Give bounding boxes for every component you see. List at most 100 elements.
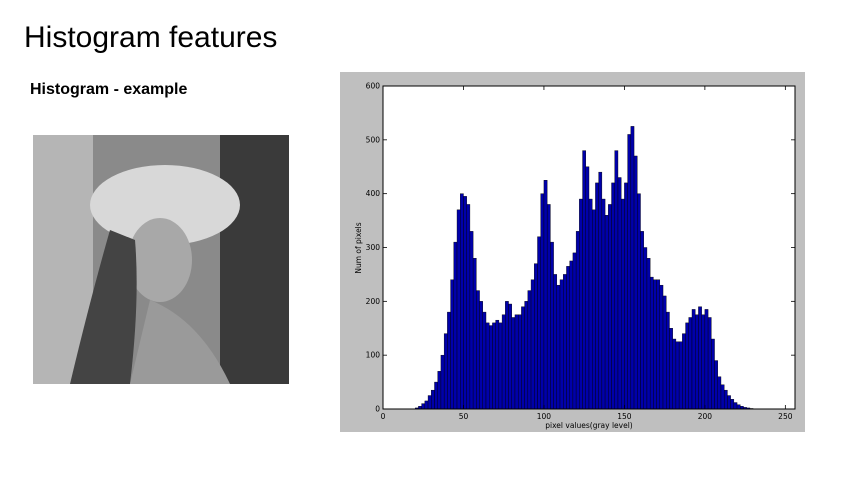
- y-axis-label: Num of pixels: [354, 222, 363, 273]
- bar: [595, 182, 599, 410]
- bar: [672, 338, 677, 410]
- x-tick-label: 50: [459, 412, 469, 421]
- bar: [563, 274, 567, 410]
- y-tick-label: 300: [366, 243, 381, 252]
- bar: [695, 314, 699, 410]
- bar: [592, 209, 596, 410]
- bar: [579, 198, 583, 410]
- bar: [682, 333, 686, 410]
- bar: [437, 371, 442, 410]
- bar: [505, 301, 509, 410]
- bar: [508, 303, 512, 410]
- bar: [511, 317, 516, 410]
- bar: [530, 279, 535, 410]
- x-tick-label: 100: [537, 412, 552, 421]
- bar: [691, 309, 696, 410]
- bar: [463, 196, 467, 410]
- bar: [476, 290, 480, 410]
- x-tick-label: 200: [698, 412, 713, 421]
- slide-title: Histogram features: [24, 21, 277, 54]
- bar: [608, 204, 612, 410]
- bar: [614, 150, 619, 410]
- bar: [617, 177, 622, 410]
- bar: [534, 263, 538, 410]
- bar: [733, 402, 738, 410]
- bar: [588, 198, 593, 410]
- bar: [704, 309, 709, 410]
- slide-subtitle: Histogram - example: [30, 81, 187, 98]
- bar: [421, 403, 426, 410]
- bar: [723, 389, 728, 410]
- bar: [460, 193, 464, 410]
- bar: [643, 247, 648, 410]
- bar: [540, 193, 545, 410]
- y-tick-label: 600: [366, 82, 381, 91]
- bar: [582, 150, 586, 410]
- bar: [498, 322, 503, 410]
- bar: [427, 395, 432, 410]
- bar: [620, 198, 625, 410]
- bar: [640, 231, 644, 410]
- bar: [611, 182, 615, 410]
- bar: [627, 134, 632, 410]
- bar: [598, 171, 603, 410]
- bar: [585, 166, 590, 410]
- y-tick-label: 0: [375, 405, 380, 414]
- x-axis-label: pixel values(gray level): [545, 421, 633, 430]
- bar: [524, 301, 529, 410]
- bar: [482, 311, 487, 410]
- bar: [434, 381, 438, 410]
- bar: [527, 290, 532, 410]
- bar: [698, 306, 702, 410]
- bar: [604, 214, 609, 410]
- bar: [450, 279, 455, 410]
- y-tick-label: 200: [366, 297, 381, 306]
- bar: [711, 338, 715, 410]
- bar: [630, 126, 635, 410]
- y-tick-label: 500: [366, 135, 381, 144]
- bar: [659, 284, 664, 410]
- bar: [472, 258, 477, 410]
- bar: [662, 295, 667, 410]
- bar: [550, 241, 554, 410]
- bar: [566, 266, 570, 410]
- bar: [492, 322, 496, 410]
- bar: [717, 376, 722, 410]
- bar: [517, 314, 522, 410]
- bar: [624, 182, 628, 410]
- x-tick-label: 250: [778, 412, 793, 421]
- bar: [653, 279, 657, 410]
- bar: [720, 384, 725, 410]
- bar: [572, 252, 577, 410]
- bar: [553, 274, 558, 410]
- bar: [521, 306, 525, 410]
- bar: [453, 241, 458, 410]
- bar: [646, 258, 651, 410]
- bar: [469, 231, 474, 410]
- photo: [33, 135, 289, 384]
- bar: [456, 209, 461, 410]
- bar: [537, 236, 541, 410]
- bar: [479, 301, 483, 410]
- bar: [575, 231, 580, 410]
- bar: [727, 395, 731, 410]
- y-tick-label: 400: [366, 189, 381, 198]
- bar: [649, 276, 654, 410]
- bar: [678, 341, 683, 410]
- bar: [685, 322, 689, 410]
- bar: [543, 180, 548, 410]
- bar: [447, 311, 451, 410]
- bar: [466, 204, 471, 410]
- bar: [431, 389, 435, 410]
- bar: [440, 354, 445, 410]
- x-tick-label: 0: [381, 412, 386, 421]
- bar: [546, 204, 551, 410]
- bar: [443, 333, 448, 410]
- bar: [666, 311, 670, 410]
- bar: [714, 360, 718, 410]
- bar: [656, 279, 661, 410]
- x-tick-label: 150: [617, 412, 632, 421]
- bar: [569, 260, 574, 410]
